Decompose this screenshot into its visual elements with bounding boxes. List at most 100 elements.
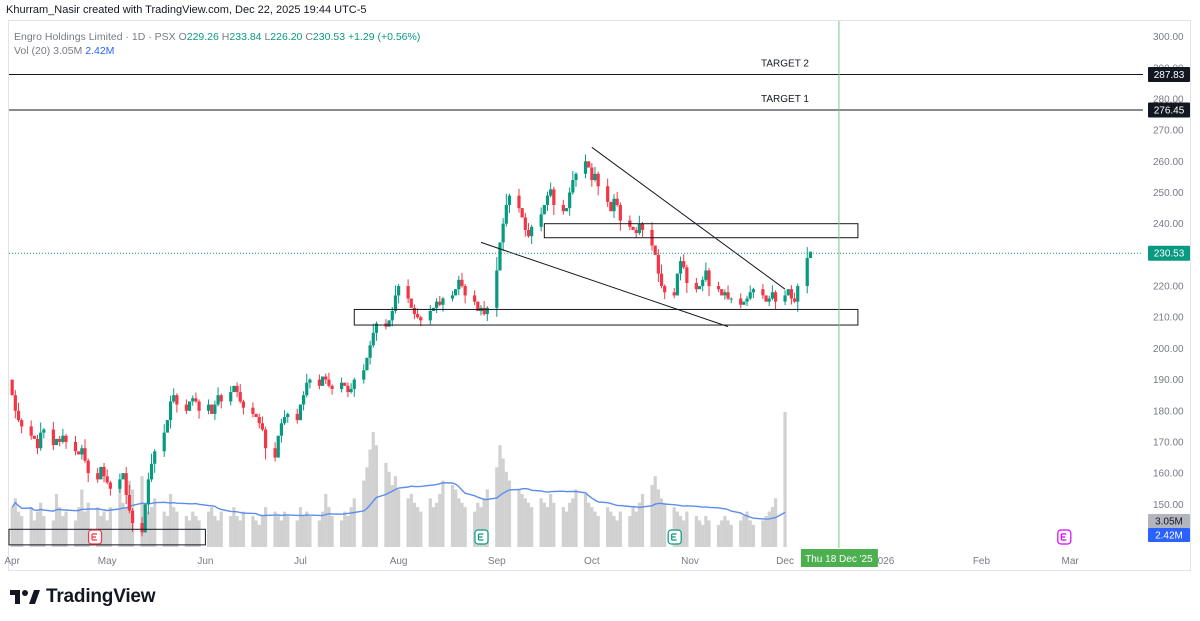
candle-body	[374, 323, 379, 333]
candle-body	[770, 292, 774, 299]
volume-ma-layer	[11, 482, 786, 520]
candle-body	[640, 223, 645, 230]
candle-body	[678, 261, 683, 274]
volume-bar	[219, 511, 223, 547]
volume-bar	[634, 511, 638, 547]
candle-body	[210, 404, 214, 414]
volume-bar	[526, 502, 531, 547]
volume-bar	[770, 507, 774, 547]
volume-bar	[51, 520, 55, 547]
candle-body	[564, 208, 569, 212]
volume-bar	[194, 516, 198, 547]
volume-bar	[764, 516, 768, 547]
volume-bar	[324, 493, 328, 547]
volume-bar	[650, 485, 654, 547]
price-axis-tag-label: 287.83	[1154, 70, 1185, 81]
volume-bar	[697, 520, 702, 547]
x-tick-label: Jun	[197, 556, 213, 567]
volume-bar	[387, 471, 391, 547]
volume-bar	[374, 445, 379, 547]
tradingview-brand[interactable]: TradingView	[46, 586, 156, 607]
chart-frame	[8, 20, 1191, 571]
candle-body	[397, 286, 401, 296]
candle-body	[251, 407, 255, 414]
volume-bar	[384, 462, 388, 547]
volume-axis-tag: 3.05M	[1148, 514, 1190, 528]
volume-bar	[187, 520, 192, 547]
candle-body	[450, 295, 455, 299]
volume-bar	[305, 511, 309, 547]
candle-body	[454, 289, 458, 296]
volume-bar	[729, 524, 733, 547]
price-axis-tag: 230.53	[1148, 245, 1190, 261]
candle-body	[663, 286, 667, 293]
volume-bar	[32, 520, 36, 547]
volume-bar	[593, 511, 597, 547]
candle-body	[539, 214, 543, 227]
candle-body	[406, 286, 410, 299]
candle-body	[694, 282, 698, 290]
y-tick-label: 260.00	[1153, 157, 1184, 168]
earnings-icon-glyph	[671, 533, 677, 541]
volume-bar	[317, 520, 322, 547]
close-label: C	[305, 31, 313, 43]
earnings-icon-glyph	[91, 533, 98, 541]
volume-bar	[694, 516, 698, 547]
volume-bar	[520, 493, 524, 547]
volume-bar	[362, 480, 366, 547]
volume-bar	[393, 476, 398, 547]
volume-bar	[587, 502, 591, 547]
volume-bar	[397, 489, 401, 547]
drawings-layer: TARGET 2 TARGET 1	[8, 21, 1143, 548]
volume-bar	[108, 507, 112, 547]
candle-body	[13, 395, 17, 411]
volume-bar	[232, 507, 236, 547]
volume-bar	[723, 516, 727, 547]
volume-bar	[454, 489, 458, 547]
candle-body	[428, 311, 432, 321]
volume-bar	[568, 502, 572, 547]
volume-bar	[279, 520, 284, 547]
volume-axis-tag: 2.42M	[1148, 528, 1190, 542]
candle-body	[786, 289, 790, 296]
volume-bar	[54, 493, 59, 547]
candle-body	[729, 298, 733, 300]
candle-body	[83, 448, 87, 461]
volume-indicator-label[interactable]: Vol (20)	[14, 45, 51, 57]
candle-body	[295, 413, 299, 421]
volume-bar	[276, 516, 280, 547]
volume-bar	[412, 502, 417, 547]
volume-bar	[254, 520, 258, 547]
volume-bar	[80, 489, 84, 547]
volume-bar	[260, 516, 265, 547]
y-tick-label: 280.00	[1153, 94, 1184, 105]
candle-body	[457, 279, 461, 290]
candle-body	[301, 395, 306, 405]
candle-body	[77, 451, 81, 455]
candle-body	[549, 189, 553, 196]
volume-bar	[13, 498, 17, 547]
price-axis-tag-label: 230.53	[1154, 249, 1185, 260]
x-tick-label: May	[98, 556, 117, 567]
volume-bar	[241, 511, 246, 547]
candle-body	[206, 404, 211, 411]
candle-body	[704, 270, 708, 280]
candle-body	[441, 298, 445, 305]
candle-body	[783, 295, 787, 302]
candle-body	[707, 270, 711, 287]
volume-bar	[561, 507, 565, 547]
candle-body	[54, 438, 59, 446]
candle-body	[58, 438, 62, 442]
volume-bar	[105, 520, 109, 547]
volume-bar	[339, 520, 344, 547]
candle-body	[194, 398, 198, 402]
candle-body	[593, 173, 597, 181]
volume-bar	[618, 511, 622, 547]
volume-bar	[229, 516, 233, 547]
trendline	[591, 146, 786, 290]
symbol-name[interactable]: Engro Holdings Limited · 1D · PSX	[14, 31, 176, 43]
crosshair-date-tag: Thu 18 Dec '25	[800, 549, 878, 567]
candle-body	[742, 301, 746, 305]
candle-body	[276, 435, 280, 458]
